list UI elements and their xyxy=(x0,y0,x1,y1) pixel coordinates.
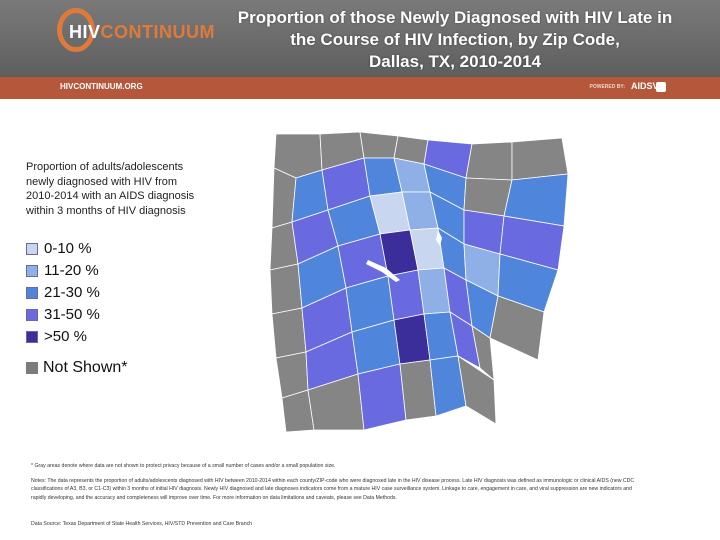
legend-swatch-not-shown xyxy=(26,362,38,374)
legend-label: >50 % xyxy=(44,328,87,345)
legend-label: 21-30 % xyxy=(44,284,100,301)
legend-swatch xyxy=(26,331,38,343)
legend-label: 11-20 % xyxy=(44,262,99,279)
legend-swatch xyxy=(26,243,38,255)
logo-text: HIVCONTINUUM xyxy=(69,22,215,43)
footnote-source: Data Source: Texas Department of State H… xyxy=(31,521,253,527)
legend-label-not-shown: Not Shown* xyxy=(43,359,128,376)
zip-region[interactable] xyxy=(457,355,497,425)
header-banner: HIVCONTINUUM Proportion of those Newly D… xyxy=(0,0,720,77)
zip-region[interactable] xyxy=(489,295,545,361)
legend-label: 31-50 % xyxy=(44,306,100,323)
powered-by-label: POWERED BY: xyxy=(589,84,625,90)
page-title: Proportion of those Newly Diagnosed with… xyxy=(190,7,720,73)
zip-region[interactable] xyxy=(269,263,303,315)
dallas-zip-code-map xyxy=(269,131,569,433)
zip-region[interactable] xyxy=(463,177,513,217)
legend-label: 0-10 % xyxy=(44,240,92,257)
footnote-asterisk: * Gray areas denote where data are not s… xyxy=(31,463,336,469)
title-line-1: Proportion of those Newly Diagnosed with… xyxy=(237,8,673,27)
logo-text-continuum: CONTINUUM xyxy=(100,22,216,42)
legend-swatch xyxy=(26,265,38,277)
hiv-continuum-logo[interactable]: HIVCONTINUUM xyxy=(55,8,235,58)
site-url-link[interactable]: HIVCONTINUUM.ORG xyxy=(60,82,143,91)
legend-title: Proportion of adults/adolescents newly d… xyxy=(26,161,195,217)
footnote-notes: Notes: The data represents the proportio… xyxy=(31,478,635,501)
water-river xyxy=(366,260,400,282)
zip-region[interactable] xyxy=(271,307,307,359)
aidsvu-logo-text: AIDSVu xyxy=(631,81,664,91)
title-line-3: Dallas, TX, 2010-2014 xyxy=(368,52,541,71)
logo-ring-icon xyxy=(57,8,95,52)
title-line-2: the Course of HIV Infection, by Zip Code… xyxy=(290,30,620,49)
zip-region[interactable] xyxy=(465,141,513,181)
site-bar: HIVCONTINUUM.ORG POWERED BY: AIDSVu xyxy=(0,77,720,99)
zip-region[interactable] xyxy=(511,137,569,181)
legend-swatch xyxy=(26,287,38,299)
zip-region[interactable] xyxy=(359,131,399,159)
legend-swatch xyxy=(26,309,38,321)
zip-region[interactable] xyxy=(357,363,407,431)
logo-text-hiv: HIV xyxy=(69,22,101,42)
aidsvu-logo-icon xyxy=(656,82,666,92)
water-lake xyxy=(436,230,442,246)
lake-water xyxy=(366,230,442,282)
zip-regions xyxy=(269,131,569,433)
